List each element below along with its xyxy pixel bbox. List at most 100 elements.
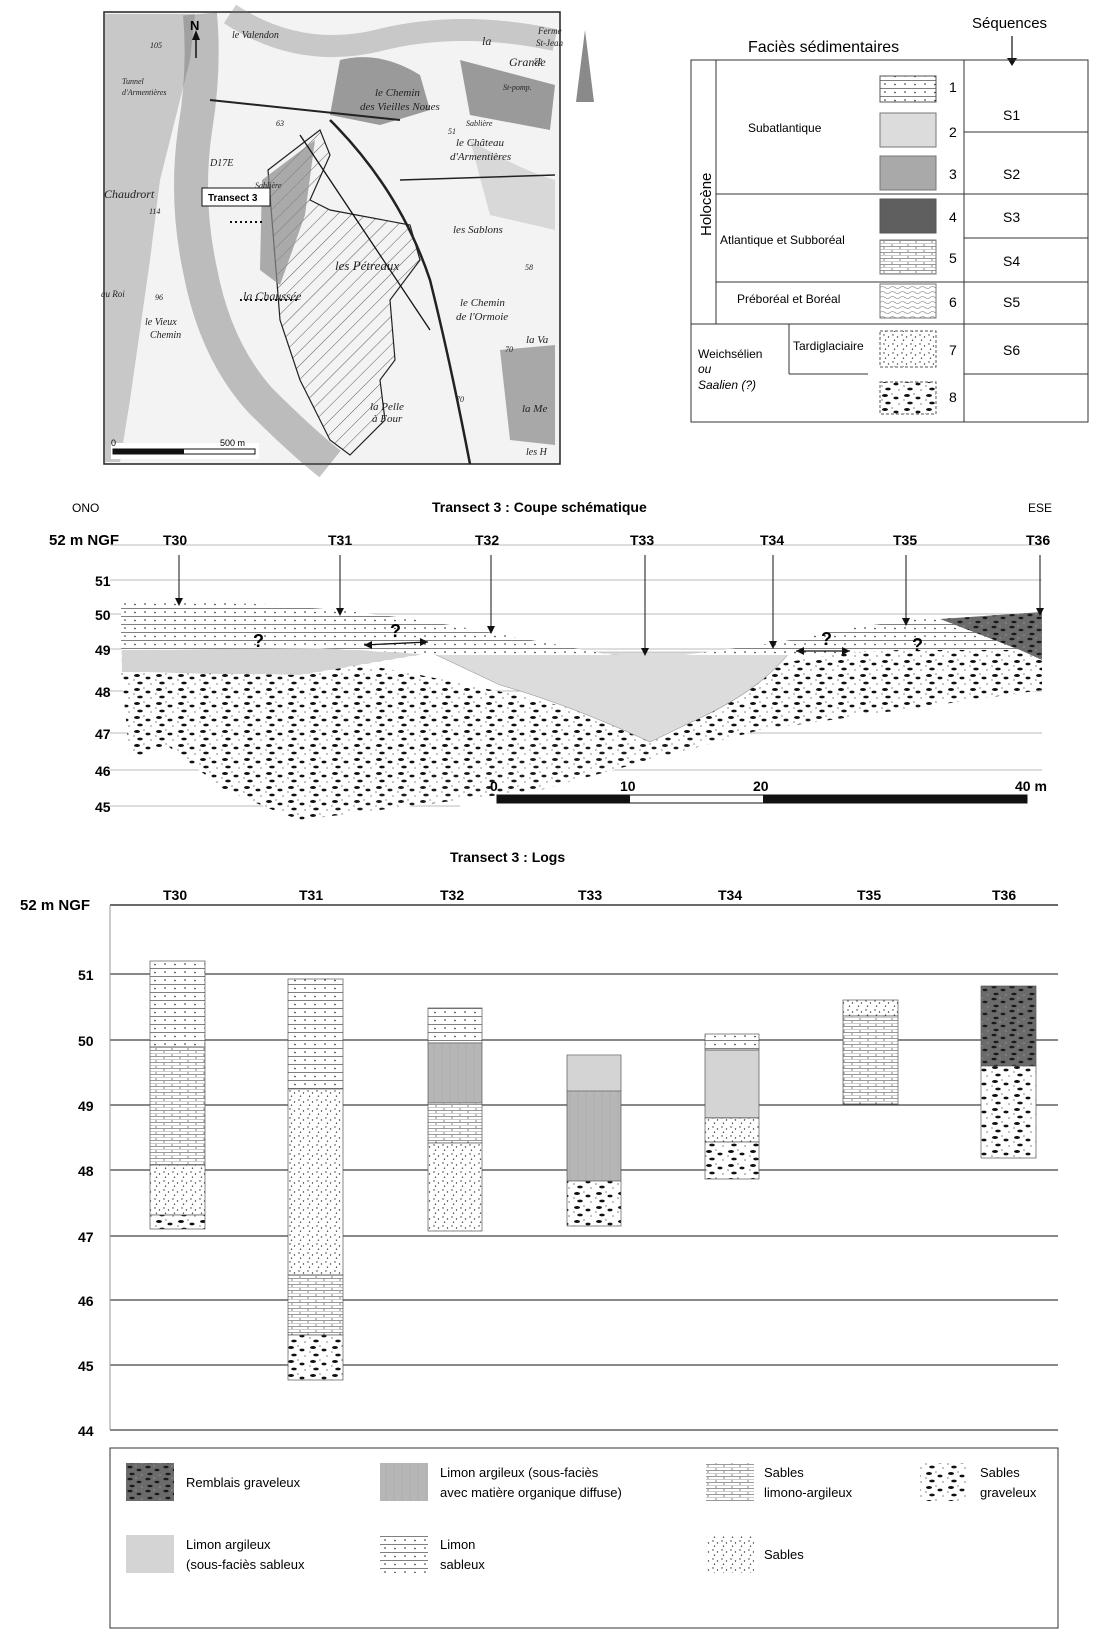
map-place-label: la Va [526, 334, 549, 346]
log-t31 [287, 978, 344, 1381]
legend-item-limon-argileux-mo: Limon argileux (sous-faciès avec matière… [380, 1463, 622, 1501]
sequence-s1: S1 [1003, 107, 1020, 123]
map-place-label: des Vieilles Noues [360, 101, 440, 113]
map-place-label: D17E [209, 158, 233, 169]
legend-label: Sables [980, 1465, 1020, 1480]
period-ou: ou [698, 362, 712, 376]
facies-number-2: 2 [949, 124, 957, 140]
section-depth-46: 46 [95, 763, 111, 779]
map-place-label: Grande [509, 55, 546, 69]
logs-depth-45: 45 [78, 1358, 94, 1374]
logs-depth-48: 48 [78, 1163, 94, 1179]
section-core-t31: T31 [328, 532, 352, 548]
section-core-t36: T36 [1026, 532, 1050, 548]
section-scale-0: 0 [490, 778, 498, 794]
legend-item-limon-sableux: Limon sableux [380, 1535, 485, 1573]
section-core-t32: T32 [475, 532, 499, 548]
map-place-label: les H [526, 447, 548, 458]
log-t30 [149, 960, 206, 1230]
map-place-label: St-pomp. [503, 83, 532, 92]
legend-label-2: limono-argileux [764, 1485, 853, 1500]
map-place-label: St-Jean [536, 38, 563, 48]
map-place-label: la [482, 34, 491, 48]
map-place-label: Chaudrort [104, 187, 155, 201]
north-label: N [190, 18, 199, 33]
period-preboreal: Préboréal et Boréal [737, 292, 840, 306]
map-place-label: à Four [372, 413, 403, 425]
map-place-label: le Chemin [460, 297, 505, 309]
logs-core-t31: T31 [299, 887, 323, 903]
log-t35 [842, 999, 899, 1105]
facies-number-1: 1 [949, 79, 957, 95]
logs-core-t30: T30 [163, 887, 187, 903]
map-place-label: Sablière [255, 181, 282, 190]
map-place-label: Ferme [537, 26, 562, 36]
legend-item-remblais: Remblais graveleux [126, 1463, 301, 1501]
facies-number-3: 3 [949, 166, 957, 182]
map-place-label: Chemin [150, 330, 181, 341]
logs-core-t35: T35 [857, 887, 881, 903]
legend-label-2: avec matière organique diffuse) [440, 1485, 622, 1500]
north-arrow-icon [192, 30, 200, 58]
map-place-label: d'Armentières [122, 88, 167, 97]
section-core-t30: T30 [163, 532, 187, 548]
legend-swatch [380, 1463, 428, 1501]
facies-number-5: 5 [949, 250, 957, 266]
facies-swatch-1 [879, 75, 937, 103]
sequence-s2: S2 [1003, 166, 1020, 182]
legend-item-limon-argileux-sableux: Limon argileux (sous-faciès sableux [126, 1535, 305, 1573]
map-place-label: le Chemin [375, 87, 420, 99]
facies-title: Faciès sédimentaires [748, 39, 899, 56]
map-place-label: la Pelle [370, 401, 404, 413]
question-mark-4: ? [912, 635, 923, 655]
facies-table: Faciès sédimentaires Séquences Holocène … [690, 15, 1089, 423]
logs-depth-49: 49 [78, 1098, 94, 1114]
period-saalien: Saalien (?) [698, 378, 756, 392]
section-core-t34: T34 [760, 532, 784, 548]
facies-number-8: 8 [949, 389, 957, 405]
section-core-t33: T33 [630, 532, 654, 548]
question-mark-1: ? [253, 631, 264, 651]
map-place-label: 58 [525, 263, 533, 272]
logs-core-t32: T32 [440, 887, 464, 903]
logs-core-t33: T33 [578, 887, 602, 903]
map-place-label: au Roi [101, 289, 125, 299]
section-left-label: ONO [72, 501, 99, 515]
sequences-title: Séquences [972, 15, 1047, 32]
section-core-arrows [175, 555, 1044, 656]
question-mark-2: ? [390, 621, 401, 641]
legend-swatch [706, 1463, 754, 1501]
log-t36 [980, 985, 1037, 1159]
legend-label: Sables [764, 1465, 804, 1480]
logs-core-t34: T34 [718, 887, 742, 903]
legend-swatch [126, 1463, 174, 1501]
map-place-label: les Sablons [453, 224, 503, 236]
legend-swatch [920, 1463, 968, 1501]
facies-number-4: 4 [949, 209, 957, 225]
legend-item-sables-limono-argileux: Sables limono-argileux [706, 1463, 853, 1501]
section-depth-50: 50 [95, 607, 111, 623]
map-place-label: 70 [505, 345, 513, 354]
map-place-label: 96 [155, 293, 163, 302]
section-datum: 52 m NGF [49, 532, 119, 549]
facies-number-6: 6 [949, 294, 957, 310]
legend-label: Limon argileux (sous-faciès [440, 1465, 599, 1480]
cross-section: ONO Transect 3 : Coupe schématique ESE 5… [49, 499, 1052, 820]
facies-swatch-7 [879, 330, 937, 368]
period-atlantique: Atlantique et Subboréal [720, 233, 845, 247]
section-depth-49: 49 [95, 642, 111, 658]
section-depth-47: 47 [95, 726, 111, 742]
period-tardiglaciaire: Tardiglaciaire [793, 339, 864, 353]
map-scale-end: 500 m [220, 438, 245, 448]
map-place-labels: le Valendon Ferme St-Jean la Grande 105 Tunnel… [101, 26, 563, 458]
sequence-s6: S6 [1003, 342, 1020, 358]
map-place-label: 51 [448, 127, 456, 136]
question-mark-3: ? [821, 629, 832, 649]
section-core-t35: T35 [893, 532, 917, 548]
map-place-label: le Château [456, 137, 504, 149]
section-depth-51: 51 [95, 573, 111, 589]
map-place-label: d'Armentières [450, 151, 511, 163]
legend-label: Limon [440, 1537, 475, 1552]
facies-swatch-5 [879, 239, 937, 275]
